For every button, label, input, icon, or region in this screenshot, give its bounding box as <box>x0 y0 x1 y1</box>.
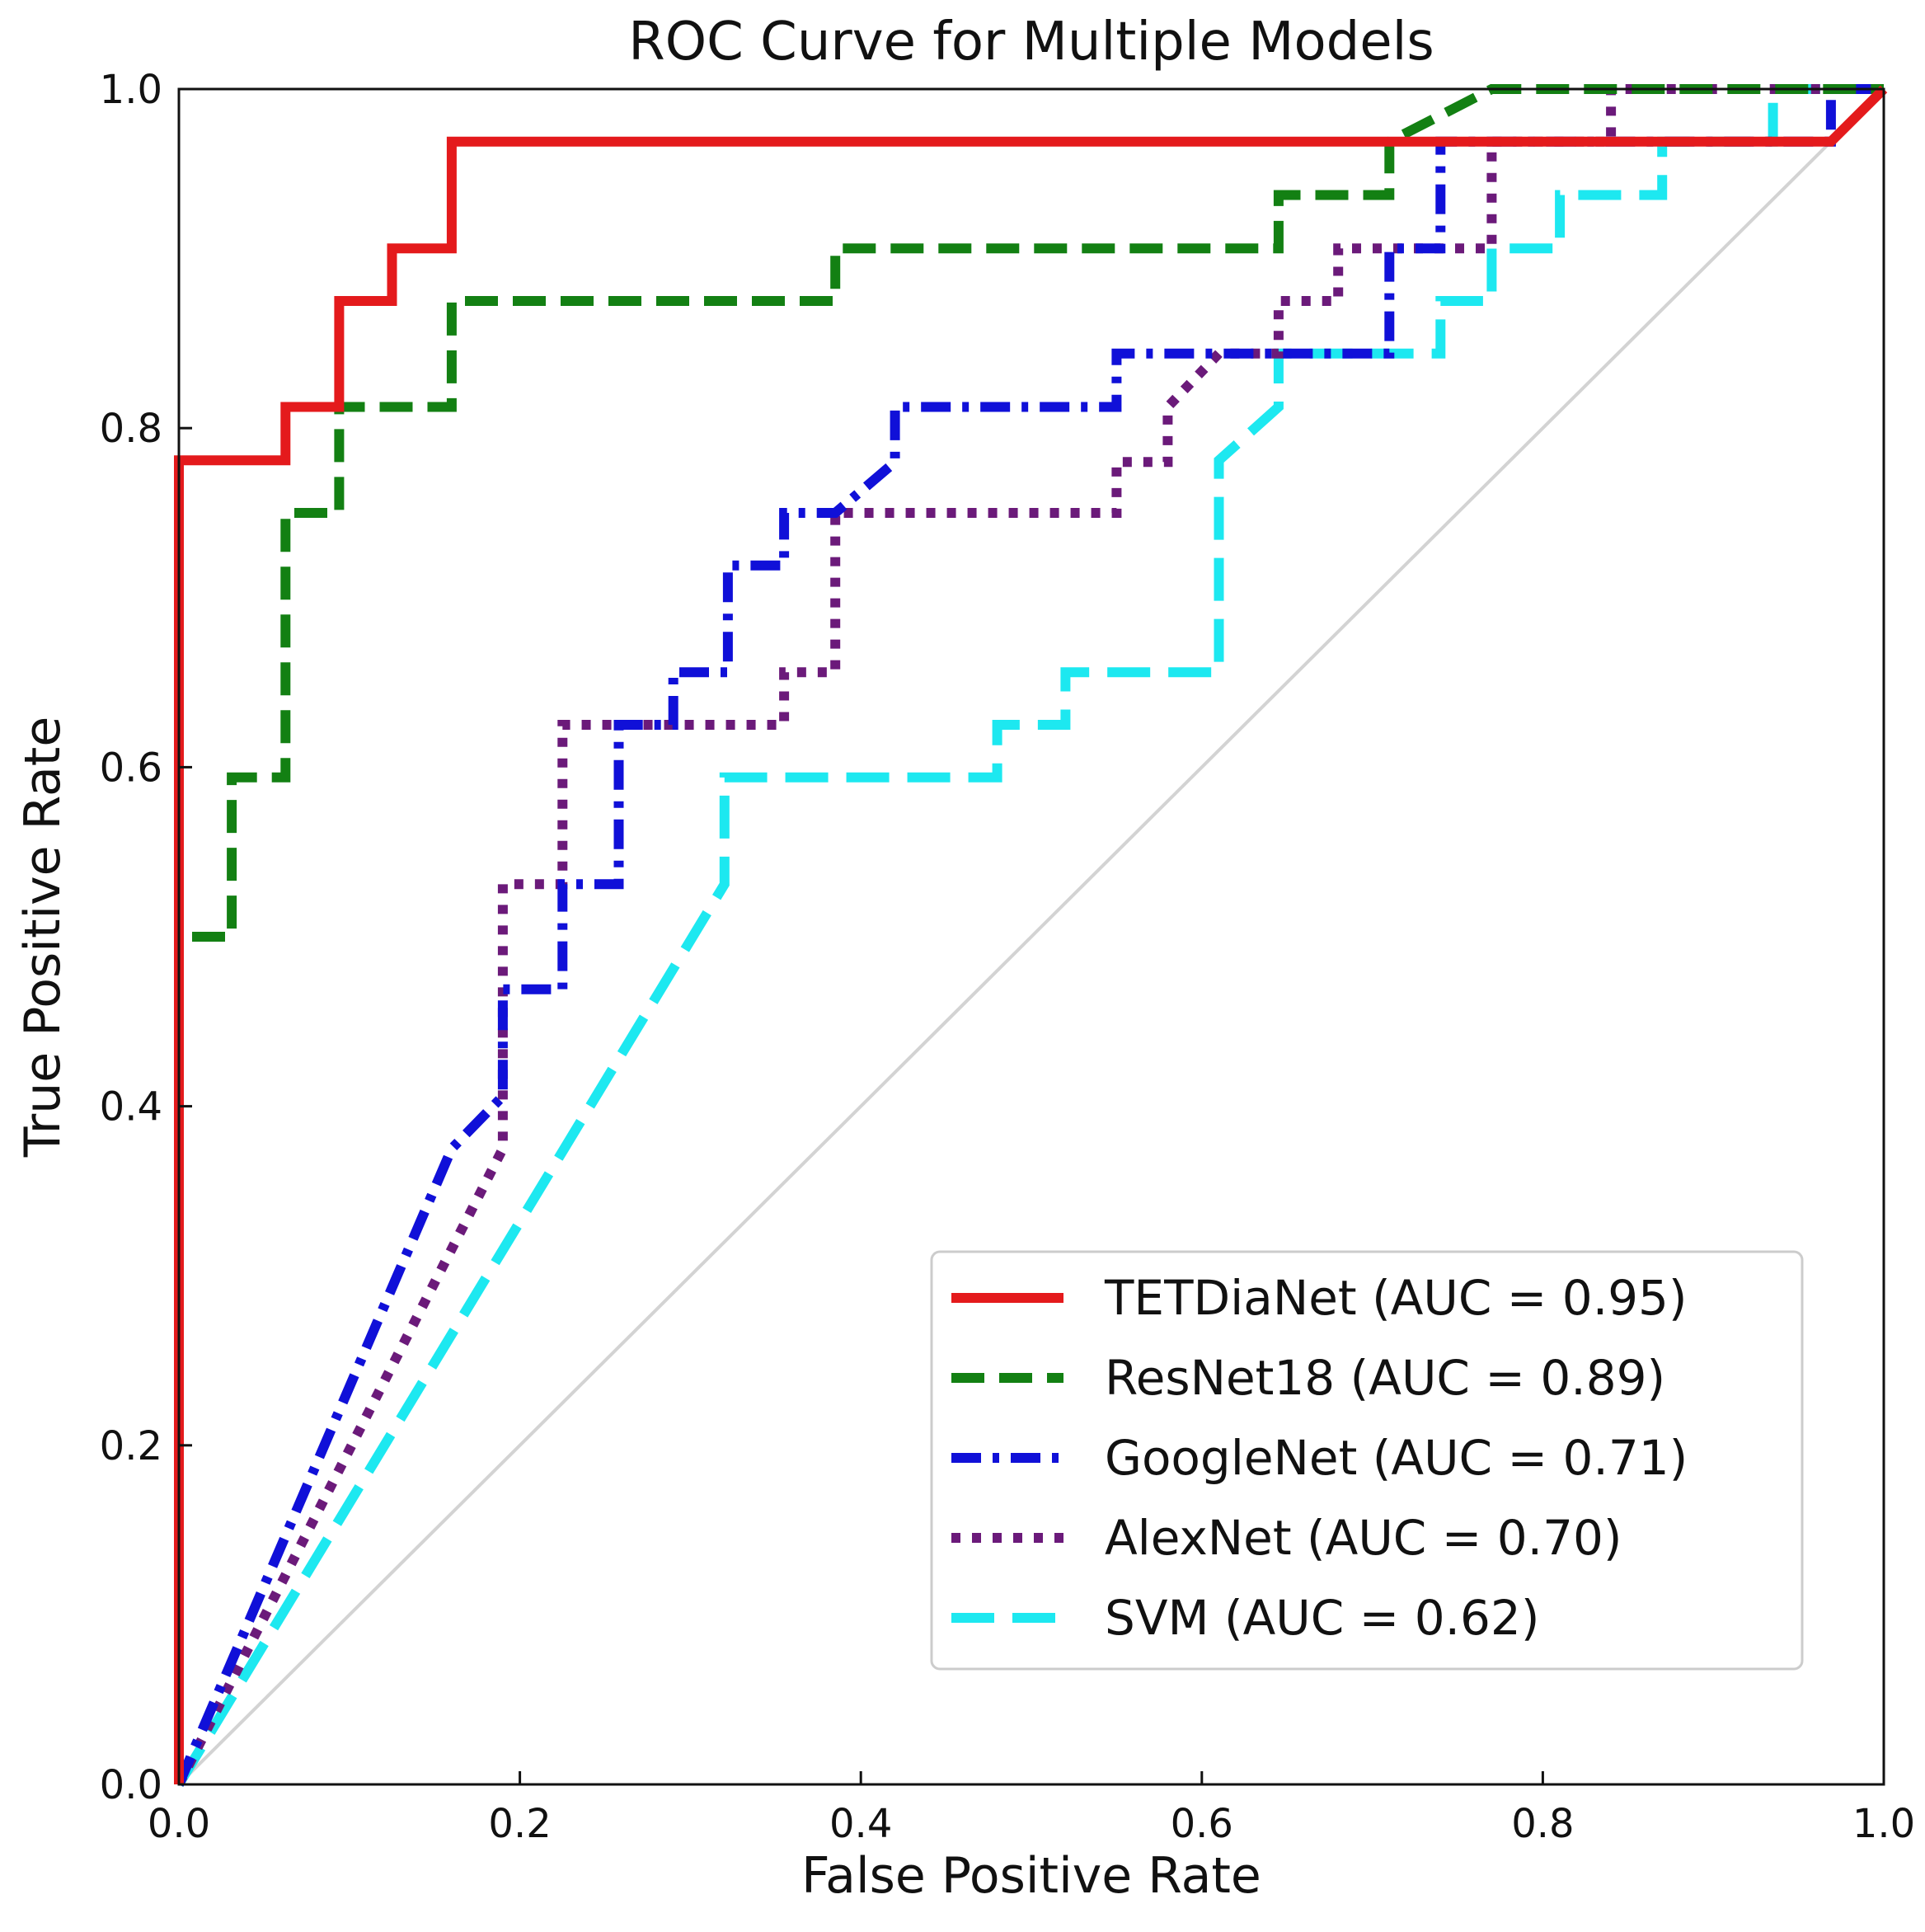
legend-label-1: ResNet18 (AUC = 0.89) <box>1105 1350 1665 1406</box>
series-line-2 <box>174 84 1884 1787</box>
y-tick-label: 0.6 <box>100 745 162 791</box>
y-tick-label: 0.0 <box>100 1762 162 1808</box>
series-line-3 <box>174 84 1884 1787</box>
x-tick-label: 0.0 <box>148 1801 210 1847</box>
x-axis-label: False Positive Rate <box>801 1847 1261 1905</box>
legend-label-3: AlexNet (AUC = 0.70) <box>1105 1510 1622 1566</box>
x-tick-label: 0.8 <box>1511 1801 1574 1847</box>
plot-frame <box>177 87 1885 1786</box>
x-tick-label: 0.4 <box>829 1801 892 1847</box>
legend: TETDiaNet (AUC = 0.95) ResNet18 (AUC = 0.… <box>930 1250 1804 1671</box>
plot-area: 0.0 0.2 0.4 0.6 0.8 1.0 0.0 0.2 0.4 0.6 0.8 1.0 <box>100 67 1916 1847</box>
y-tick-label: 0.4 <box>100 1084 162 1131</box>
chance-diagonal-line <box>177 87 1885 1786</box>
series-line-0 <box>174 85 1888 1784</box>
legend-label-0: TETDiaNet (AUC = 0.95) <box>1104 1270 1688 1326</box>
legend-label-2: GoogleNet (AUC = 0.71) <box>1105 1430 1688 1486</box>
x-tick-label: 0.6 <box>1171 1801 1233 1847</box>
y-axis-label: True Positive Rate <box>14 717 72 1158</box>
x-tick-label: 1.0 <box>1852 1801 1915 1847</box>
legend-box <box>930 1250 1804 1671</box>
chart-title: ROC Curve for Multiple Models <box>628 12 1434 73</box>
series-line-1 <box>174 84 1884 1784</box>
legend-label-4: SVM (AUC = 0.62) <box>1105 1590 1539 1646</box>
y-tick-label: 0.2 <box>100 1423 162 1469</box>
y-tick-label: 0.8 <box>100 406 162 452</box>
x-tick-label: 0.2 <box>488 1801 551 1847</box>
y-tick-label: 1.0 <box>100 67 162 113</box>
